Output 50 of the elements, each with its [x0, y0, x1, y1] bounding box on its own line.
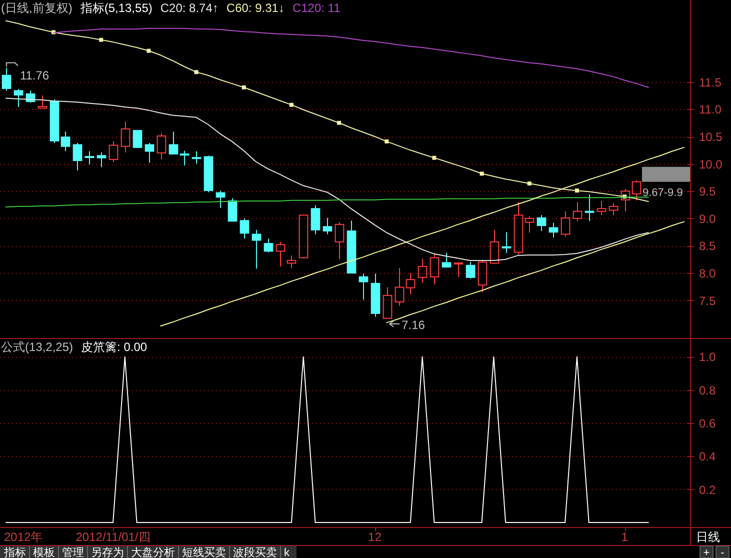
- xtick-label: 12: [368, 530, 382, 544]
- ytick-label: 0.6: [699, 416, 716, 431]
- button-label: +: [703, 547, 710, 558]
- tab-label: 指标: [4, 547, 26, 558]
- point: [242, 85, 246, 90]
- point: [194, 70, 198, 74]
- ytick-label: 8.5: [699, 239, 716, 254]
- tab-label: 管理: [62, 547, 84, 558]
- point: [432, 156, 436, 160]
- tab-label: 短线买卖: [182, 547, 226, 558]
- ytick-label: 0.8: [699, 383, 716, 398]
- legend: C120: 11: [292, 1, 340, 15]
- button-label: -: [720, 547, 724, 558]
- tab-label: k: [284, 547, 290, 558]
- ytick-label: 0.4: [699, 450, 716, 464]
- ytick-label: 0.2: [699, 482, 716, 497]
- ytick-label: 9.5: [699, 184, 716, 199]
- note: 11.76: [20, 68, 50, 83]
- ytick-label: 9.0: [699, 212, 716, 226]
- legend: C60: 9.31↓: [226, 1, 284, 15]
- tab-label: 大盘分析: [131, 547, 175, 558]
- title: (日线,前复权): [1, 1, 72, 15]
- ytick-label: 1.0: [699, 350, 716, 364]
- tab-label: 模板: [33, 547, 55, 558]
- note: 7.16: [402, 318, 425, 332]
- point: [146, 48, 151, 53]
- tab-label: 波段买卖: [233, 547, 277, 558]
- note: 9.67-9.9: [642, 186, 683, 199]
- ytick-label: 7.5: [699, 294, 716, 308]
- point: [480, 172, 484, 176]
- point: [289, 102, 294, 107]
- subtitle: 指标(5,13,55): [80, 1, 152, 15]
- point: [574, 188, 579, 193]
- xtick-label: 1: [621, 530, 628, 544]
- point: [337, 120, 342, 125]
- ytick-label: 11.0: [699, 102, 722, 117]
- legend: C20: 8.74↑: [160, 1, 218, 15]
- note: 2012年: [4, 530, 43, 544]
- ytick-label: 10.5: [699, 130, 722, 144]
- title: 公式(13,2,25): [1, 340, 74, 354]
- point: [384, 139, 389, 144]
- xlabel: 日线: [696, 530, 720, 544]
- tab-label: 另存为: [91, 547, 124, 558]
- point: [527, 181, 532, 186]
- ytick-label: 11.5: [699, 75, 722, 90]
- ytick-label: 10.0: [699, 157, 722, 172]
- legend: 皮笊篱: 0.00: [81, 340, 148, 354]
- point: [99, 38, 104, 42]
- ytick-label: 8.0: [699, 266, 716, 281]
- xtick-label: 2012/11/01/四: [76, 530, 150, 544]
